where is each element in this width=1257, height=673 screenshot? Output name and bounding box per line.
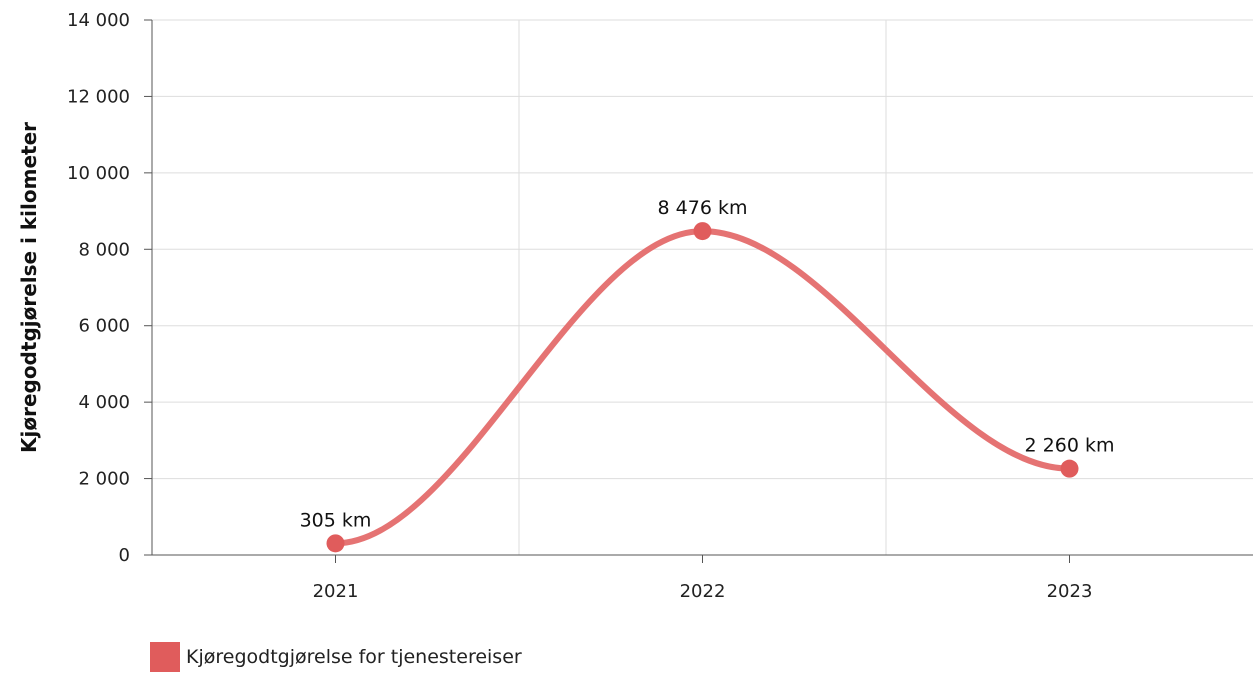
data-label: 8 476 km	[658, 197, 748, 219]
label-layer: 305 km 8 476 km 2 260 km	[300, 197, 1115, 531]
y-tick-label: 4 000	[78, 392, 130, 413]
y-tick-label: 14 000	[67, 10, 130, 31]
data-label: 305 km	[300, 509, 372, 531]
series-line	[332, 228, 1073, 547]
y-tick-label: 8 000	[78, 239, 130, 260]
y-tick-label: 0	[119, 545, 130, 566]
legend-label: Kjøregodtgjørelse for tjenestereiser	[186, 646, 522, 668]
legend-swatch	[150, 642, 180, 672]
data-label: 2 260 km	[1025, 435, 1115, 457]
x-tick-label: 2023	[1047, 581, 1093, 602]
axis-layer: 0 2 000 4 000 6 000 8 000 10 000 12 000 14 000 2…	[67, 10, 1253, 602]
data-point	[693, 222, 712, 241]
x-tick-label: 2021	[313, 581, 359, 602]
legend[interactable]: Kjøregodtgjørelse for tjenestereiser	[150, 642, 522, 672]
grid-layer	[152, 19, 1253, 555]
y-tick-label: 6 000	[78, 316, 130, 337]
y-tick-label: 10 000	[67, 163, 130, 184]
y-tick-label: 2 000	[78, 469, 130, 490]
y-axis-title: Kjøregodtgjørelse i kilometer	[17, 122, 41, 453]
x-tick-label: 2022	[680, 581, 726, 602]
data-point	[1060, 459, 1079, 478]
data-point	[326, 534, 345, 553]
y-tick-label: 12 000	[67, 86, 130, 107]
series-layer	[326, 222, 1079, 553]
